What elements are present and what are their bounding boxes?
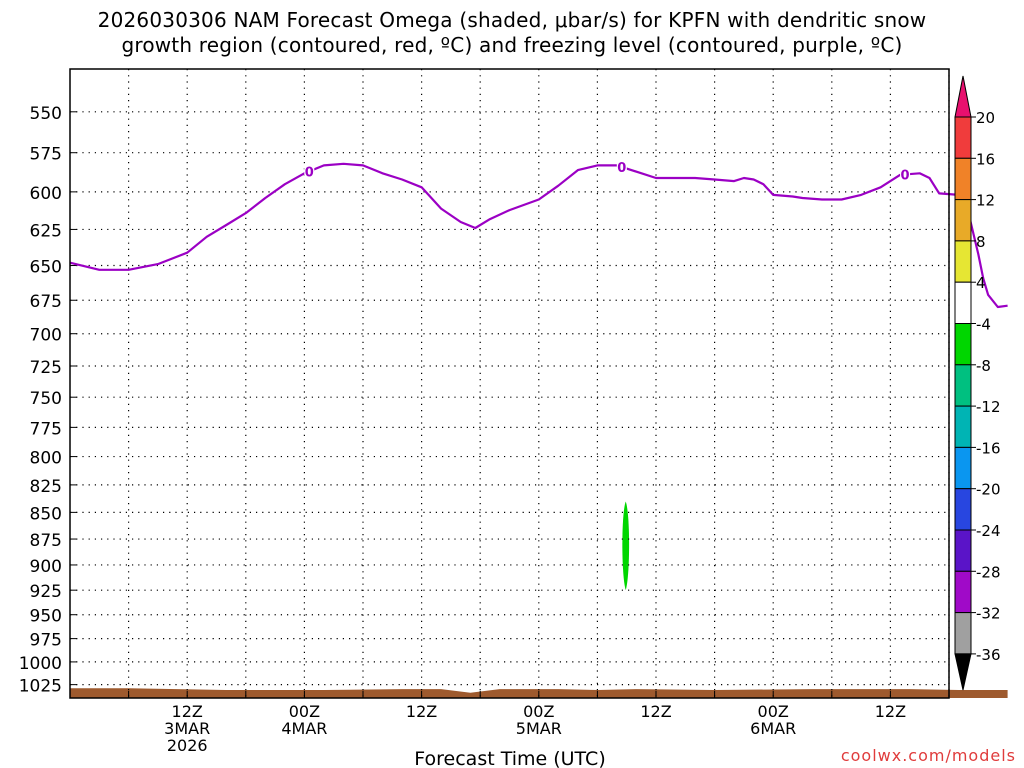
colorbar-label-8: -16 <box>976 439 1001 457</box>
y-tick-label-625: 625 <box>30 221 62 241</box>
colorbar-label-5: -4 <box>976 316 991 334</box>
credit-text: coolwx.com/models <box>841 746 1016 765</box>
y-tick-label-1000: 1000 <box>19 654 62 674</box>
freezing-level-label-0: 0 <box>305 165 314 180</box>
x-tick-label-54-line-1: 12Z <box>640 702 671 721</box>
y-tick-label-575: 575 <box>30 145 62 165</box>
y-tick-label-750: 750 <box>30 389 62 409</box>
colorbar-top-arrow <box>954 75 972 118</box>
y-tick-label-725: 725 <box>30 358 62 378</box>
y-tick-label-650: 650 <box>30 258 62 278</box>
x-tick-label-6-line-2: 3MAR <box>164 719 210 738</box>
colorbar-label-2: 12 <box>976 192 995 210</box>
freezing-label-bg-0 <box>304 163 315 180</box>
x-tick-label-18-line-1: 00Z <box>289 702 320 721</box>
colorbar-swatch-3 <box>954 240 972 283</box>
freezing-level-label-1: 0 <box>617 161 626 176</box>
colorbar-swatch-11 <box>954 570 972 614</box>
freezing-label-bg-2 <box>900 166 911 183</box>
colorbar-swatch-2 <box>954 199 972 242</box>
freezing-level-label-2: 0 <box>901 168 910 183</box>
y-tick-label-850: 850 <box>30 504 62 524</box>
chart-title-line-1: 2026030306 NAM Forecast Omega (shaded, μ… <box>97 8 927 32</box>
colorbar-swatch-10 <box>954 529 972 572</box>
colorbar-label-0: 20 <box>976 109 995 127</box>
y-tick-label-875: 875 <box>30 531 62 551</box>
colorbar-swatch-1 <box>954 157 972 201</box>
colorbar-swatch-5 <box>954 323 972 366</box>
colorbar-bottom-arrow <box>954 653 972 691</box>
y-tick-label-950: 950 <box>30 607 62 627</box>
colorbar-swatch-0 <box>954 116 972 159</box>
freezing-label-bg-1 <box>616 158 627 175</box>
y-tick-label-600: 600 <box>30 184 62 204</box>
x-tick-label-66-line-2: 6MAR <box>750 719 796 738</box>
y-tick-label-900: 900 <box>30 557 62 577</box>
x-axis-label: Forecast Time (UTC) <box>414 748 605 768</box>
x-tick-label-18-line-2: 4MAR <box>281 719 327 738</box>
x-tick-label-66-line-1: 00Z <box>758 702 789 721</box>
y-tick-label-825: 825 <box>30 477 62 497</box>
x-tick-label-30-line-1: 12Z <box>406 702 437 721</box>
colorbar-label-4: 4 <box>976 274 986 292</box>
x-tick-label-78-line-1: 12Z <box>875 702 906 721</box>
freezing-level-contour <box>69 162 1008 309</box>
colorbar-label-9: -20 <box>976 481 1001 499</box>
y-tick-label-550: 550 <box>30 104 62 124</box>
colorbar-label-7: -12 <box>976 398 1001 416</box>
colorbar-swatch-9 <box>954 488 972 531</box>
plot-frame <box>69 68 950 699</box>
colorbar-swatch-6 <box>954 364 972 407</box>
colorbar-label-10: -24 <box>976 522 1001 540</box>
colorbar-swatch-12 <box>954 612 972 655</box>
colorbar-swatch-4 <box>954 281 972 325</box>
y-tick-label-800: 800 <box>30 449 62 469</box>
y-tick-label-775: 775 <box>30 419 62 439</box>
chart-title-line-2: growth region (contoured, red, ºC) and f… <box>121 33 903 57</box>
y-tick-label-1025: 1025 <box>19 677 62 697</box>
colorbar-label-1: 16 <box>976 150 995 168</box>
y-tick-label-975: 975 <box>30 631 62 651</box>
x-tick-label-42-line-2: 5MAR <box>516 719 562 738</box>
colorbar-label-13: -36 <box>976 646 1001 664</box>
y-tick-label-925: 925 <box>30 582 62 602</box>
colorbar-label-6: -8 <box>976 357 991 375</box>
colorbar-label-3: 8 <box>976 233 986 251</box>
x-tick-label-6-line-3: 2026 <box>167 736 208 755</box>
omega-shading-area-0 <box>622 501 630 591</box>
y-tick-label-675: 675 <box>30 292 62 312</box>
x-tick-label-42-line-1: 00Z <box>523 702 554 721</box>
x-tick-label-6-line-1: 12Z <box>172 702 203 721</box>
colorbar-swatch-7 <box>954 405 972 448</box>
colorbar-label-12: -32 <box>976 605 1001 623</box>
y-tick-label-700: 700 <box>30 326 62 346</box>
colorbar-swatch-8 <box>954 446 972 490</box>
colorbar-label-11: -28 <box>976 563 1001 581</box>
